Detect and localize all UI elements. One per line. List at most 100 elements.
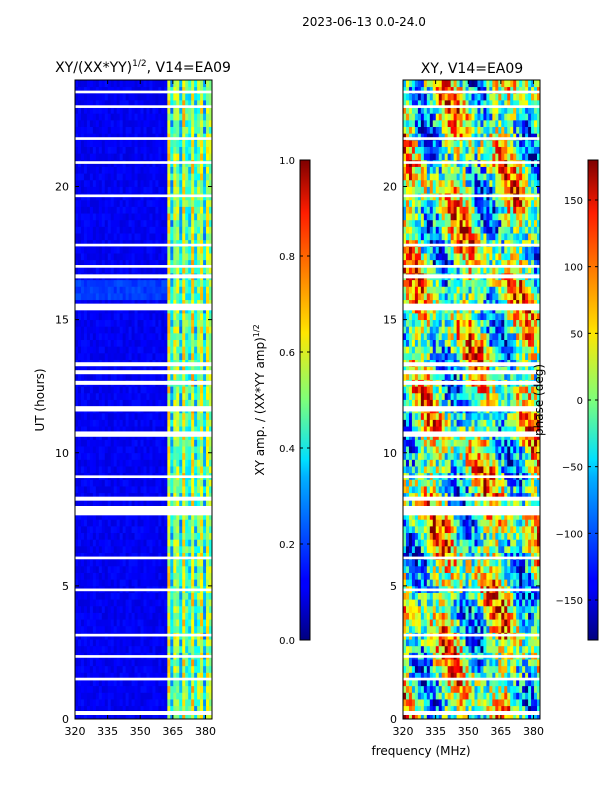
heatmap-cell	[143, 279, 147, 287]
heatmap-cell	[179, 572, 183, 580]
heatmap-cell	[182, 113, 186, 121]
heatmap-cell	[83, 133, 88, 141]
heatmap-cell	[414, 685, 419, 693]
heatmap-cell	[206, 332, 210, 340]
heatmap-cell	[131, 452, 135, 460]
heatmap-cell	[420, 705, 425, 713]
heatmap-cell	[152, 705, 156, 713]
heatmap-cell	[77, 419, 82, 427]
heatmap-cell	[137, 293, 141, 301]
heatmap-cell	[125, 412, 130, 420]
heatmap-cell	[170, 279, 174, 287]
heatmap-cell	[403, 665, 407, 673]
heatmap-cell	[164, 179, 168, 187]
heatmap-cell	[173, 312, 177, 321]
heatmap-cell	[167, 146, 171, 154]
heatmap-cell	[170, 206, 174, 214]
heatmap-cell	[77, 612, 82, 620]
heatmap-cell	[188, 106, 192, 114]
heatmap-cell	[179, 446, 183, 454]
heatmap-cell	[77, 446, 82, 454]
heatmap-cell	[414, 705, 419, 713]
heatmap-cell	[164, 625, 168, 633]
heatmap-cell	[137, 659, 141, 667]
heatmap-cell	[170, 166, 174, 174]
heatmap-cell	[107, 512, 112, 520]
heatmap-cell	[447, 639, 452, 647]
heatmap-cell	[143, 326, 147, 334]
heatmap-cell	[77, 705, 82, 713]
heatmap-cell	[182, 339, 186, 347]
heatmap-cell	[164, 426, 168, 434]
heatmap-cell	[465, 705, 469, 713]
heatmap-cell	[122, 552, 127, 560]
heatmap-cell	[122, 312, 127, 321]
heatmap-cell	[200, 512, 204, 520]
heatmap-cell	[140, 392, 144, 400]
heatmap-cell	[176, 459, 180, 467]
heatmap-cell	[176, 412, 180, 420]
heatmap-cell	[429, 665, 434, 673]
heatmap-cell	[403, 659, 407, 667]
flagged-gap	[75, 265, 212, 268]
heatmap-cell	[188, 173, 192, 181]
heatmap-cell	[122, 372, 127, 380]
heatmap-cell	[75, 659, 79, 667]
heatmap-cell	[408, 679, 413, 687]
heatmap-cell	[92, 699, 97, 707]
heatmap-cell	[420, 679, 425, 687]
heatmap-cell	[122, 246, 127, 254]
heatmap-cell	[200, 559, 204, 567]
heatmap-cell	[92, 346, 97, 354]
heatmap-cell	[185, 539, 189, 547]
heatmap-cell	[149, 86, 153, 94]
heatmap-cell	[92, 426, 97, 434]
heatmap-cell	[420, 692, 425, 700]
heatmap-cell	[173, 672, 177, 680]
heatmap-cell	[176, 253, 180, 261]
heatmap-cell	[143, 219, 147, 227]
heatmap-cell	[182, 545, 186, 553]
heatmap-cell	[92, 99, 97, 108]
heatmap-cell	[188, 392, 192, 400]
heatmap-cell	[128, 346, 132, 354]
heatmap-cell	[143, 685, 147, 693]
heatmap-cell	[98, 352, 103, 360]
heatmap-cell	[75, 186, 79, 194]
heatmap-cell	[101, 312, 106, 321]
heatmap-cell	[125, 366, 130, 374]
heatmap-cell	[113, 326, 118, 334]
heatmap-cell	[107, 552, 112, 560]
heatmap-cell	[143, 592, 147, 600]
heatmap-cell	[179, 133, 183, 141]
heatmap-cell	[200, 339, 204, 347]
heatmap-cell	[98, 372, 103, 380]
heatmap-cell	[403, 699, 407, 707]
heatmap-cell	[444, 679, 449, 687]
heatmap-cell	[450, 639, 455, 647]
heatmap-cell	[86, 439, 91, 447]
heatmap-cell	[167, 226, 171, 234]
heatmap-cell	[110, 452, 115, 460]
heatmap-cell	[104, 559, 109, 567]
heatmap-cell	[86, 392, 91, 400]
heatmap-cell	[140, 286, 144, 294]
heatmap-cell	[423, 712, 428, 720]
heatmap-cell	[513, 712, 517, 720]
heatmap-cell	[113, 173, 118, 181]
heatmap-cell	[179, 80, 183, 88]
heatmap-cell	[188, 705, 192, 713]
heatmap-cell	[405, 679, 410, 687]
heatmap-cell	[137, 512, 141, 520]
heatmap-cell	[182, 80, 186, 88]
heatmap-cell	[167, 239, 171, 247]
heatmap-cell	[429, 712, 434, 720]
heatmap-cell	[140, 565, 144, 573]
heatmap-cell	[119, 446, 124, 454]
heatmap-cell	[194, 219, 198, 227]
heatmap-cell	[104, 699, 109, 707]
heatmap-cell	[152, 146, 156, 154]
heatmap-cell	[80, 579, 85, 587]
heatmap-cell	[116, 639, 121, 647]
heatmap-cell	[122, 153, 127, 161]
